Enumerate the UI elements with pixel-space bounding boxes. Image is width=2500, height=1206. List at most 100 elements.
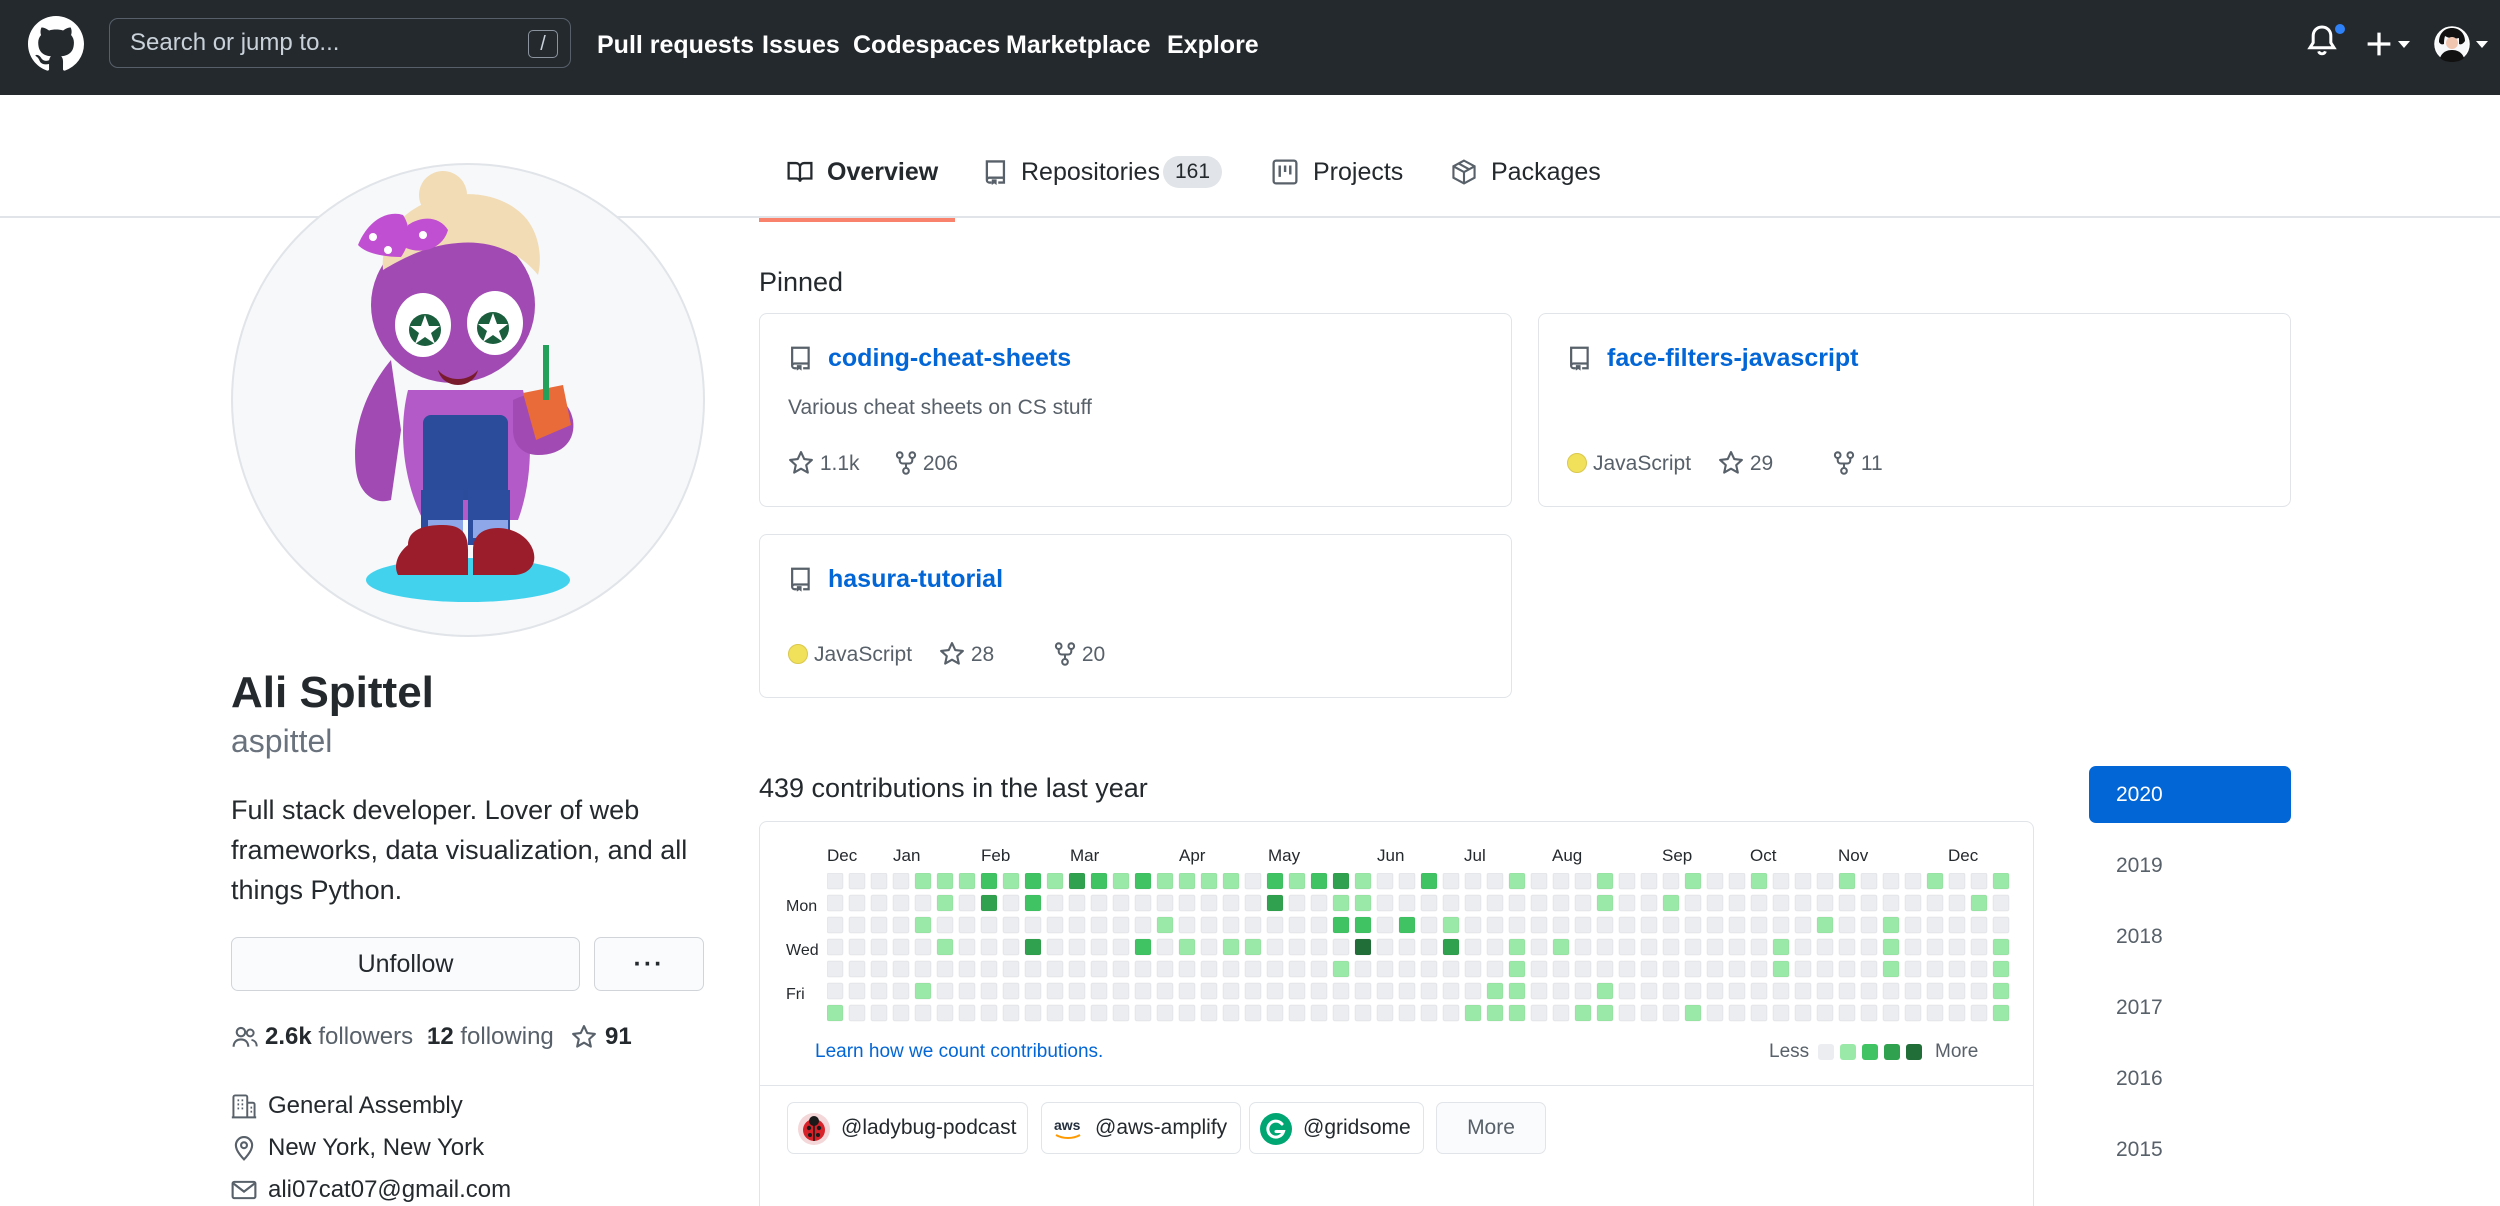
contribution-day-cell[interactable] [936, 960, 954, 978]
contribution-day-cell[interactable] [1288, 916, 1306, 934]
contribution-day-cell[interactable] [1068, 916, 1086, 934]
contribution-day-cell[interactable] [1618, 894, 1636, 912]
contribution-day-cell[interactable] [1552, 873, 1570, 890]
contribution-day-cell[interactable] [1574, 1004, 1592, 1022]
contribution-day-cell[interactable] [1794, 938, 1812, 956]
contribution-day-cell[interactable] [1728, 1004, 1746, 1022]
contribution-day-cell[interactable] [1926, 873, 1944, 890]
contribution-day-cell[interactable] [1046, 1004, 1064, 1022]
contribution-day-cell[interactable] [1200, 1004, 1218, 1022]
contribution-day-cell[interactable] [1200, 916, 1218, 934]
contribution-day-cell[interactable] [1552, 982, 1570, 1000]
contribution-day-cell[interactable] [1640, 873, 1658, 890]
contribution-day-cell[interactable] [848, 916, 866, 934]
contribution-day-cell[interactable] [1354, 960, 1372, 978]
contribution-day-cell[interactable] [1530, 982, 1548, 1000]
contribution-day-cell[interactable] [1354, 873, 1372, 890]
contribution-day-cell[interactable] [1200, 938, 1218, 956]
contribution-day-cell[interactable] [1948, 894, 1966, 912]
contribution-day-cell[interactable] [1178, 1004, 1196, 1022]
contribution-day-cell[interactable] [1068, 873, 1086, 890]
tab-projects[interactable]: Projects [1272, 152, 1403, 222]
contribution-day-cell[interactable] [1310, 1004, 1328, 1022]
contribution-day-cell[interactable] [1970, 916, 1988, 934]
contribution-day-cell[interactable] [1684, 938, 1702, 956]
contribution-day-cell[interactable] [1420, 982, 1438, 1000]
contribution-day-cell[interactable] [1970, 982, 1988, 1000]
contribution-day-cell[interactable] [1970, 894, 1988, 912]
contribution-day-cell[interactable] [936, 938, 954, 956]
contribution-day-cell[interactable] [1552, 916, 1570, 934]
contribution-day-cell[interactable] [1904, 873, 1922, 890]
contribution-day-cell[interactable] [1860, 960, 1878, 978]
contribution-day-cell[interactable] [1882, 1004, 1900, 1022]
contribution-day-cell[interactable] [980, 938, 998, 956]
contribution-day-cell[interactable] [1222, 960, 1240, 978]
contribution-day-cell[interactable] [958, 982, 976, 1000]
contribution-day-cell[interactable] [1816, 982, 1834, 1000]
nav-marketplace[interactable]: Marketplace [1006, 31, 1151, 59]
contribution-day-cell[interactable] [1288, 982, 1306, 1000]
contribution-day-cell[interactable] [1486, 894, 1504, 912]
contribution-day-cell[interactable] [1860, 982, 1878, 1000]
contribution-day-cell[interactable] [1046, 960, 1064, 978]
following-link[interactable]: 12 following [427, 1020, 554, 1054]
contribution-day-cell[interactable] [1904, 960, 1922, 978]
contribution-day-cell[interactable] [958, 894, 976, 912]
contribution-day-cell[interactable] [870, 873, 888, 890]
contribution-day-cell[interactable] [1508, 1004, 1526, 1022]
contribution-day-cell[interactable] [1112, 873, 1130, 890]
contribution-day-cell[interactable] [1728, 982, 1746, 1000]
contribution-day-cell[interactable] [1530, 894, 1548, 912]
contribution-day-cell[interactable] [1772, 1004, 1790, 1022]
contribution-day-cell[interactable] [1200, 982, 1218, 1000]
org-filter-aws-amplify[interactable]: aws @aws-amplify [1041, 1102, 1241, 1154]
contribution-day-cell[interactable] [1332, 916, 1350, 934]
contribution-day-cell[interactable] [1178, 916, 1196, 934]
contribution-day-cell[interactable] [1728, 960, 1746, 978]
contribution-day-cell[interactable] [1442, 894, 1460, 912]
contribution-day-cell[interactable] [827, 938, 844, 956]
contribution-day-cell[interactable] [1332, 1004, 1350, 1022]
contribution-day-cell[interactable] [1662, 894, 1680, 912]
contribution-day-cell[interactable] [980, 960, 998, 978]
contribution-day-cell[interactable] [892, 1004, 910, 1022]
contribution-day-cell[interactable] [1244, 873, 1262, 890]
contribution-day-cell[interactable] [1662, 916, 1680, 934]
contribution-day-cell[interactable] [1816, 873, 1834, 890]
contribution-day-cell[interactable] [914, 982, 932, 1000]
contribution-day-cell[interactable] [1002, 894, 1020, 912]
more-orgs-button[interactable]: More [1436, 1102, 1546, 1154]
contribution-day-cell[interactable] [1486, 982, 1504, 1000]
contribution-day-cell[interactable] [1420, 894, 1438, 912]
contribution-day-cell[interactable] [1464, 938, 1482, 956]
contribution-day-cell[interactable] [1332, 982, 1350, 1000]
contribution-day-cell[interactable] [1728, 894, 1746, 912]
contribution-day-cell[interactable] [1222, 1004, 1240, 1022]
year-selector-2020[interactable]: 2020 [2089, 766, 2291, 823]
contribution-day-cell[interactable] [1288, 938, 1306, 956]
contribution-day-cell[interactable] [1156, 938, 1174, 956]
nav-codespaces[interactable]: Codespaces [853, 31, 1001, 59]
contribution-day-cell[interactable] [848, 873, 866, 890]
contribution-day-cell[interactable] [1860, 1004, 1878, 1022]
contribution-day-cell[interactable] [1838, 982, 1856, 1000]
contribution-day-cell[interactable] [1178, 894, 1196, 912]
contribution-day-cell[interactable] [848, 1004, 866, 1022]
contribution-day-cell[interactable] [1310, 938, 1328, 956]
repo-forks-link[interactable]: 11 [1833, 448, 1883, 480]
contribution-day-cell[interactable] [1090, 982, 1108, 1000]
repo-stars-link[interactable]: 28 [939, 639, 994, 671]
contribution-day-cell[interactable] [1684, 1004, 1702, 1022]
contribution-day-cell[interactable] [1662, 1004, 1680, 1022]
contribution-day-cell[interactable] [1662, 873, 1680, 890]
contribution-day-cell[interactable] [827, 894, 844, 912]
contribution-day-cell[interactable] [1266, 916, 1284, 934]
contribution-day-cell[interactable] [936, 916, 954, 934]
contribution-day-cell[interactable] [1838, 960, 1856, 978]
contribution-day-cell[interactable] [1904, 1004, 1922, 1022]
contribution-day-cell[interactable] [1992, 982, 2010, 1000]
contribution-day-cell[interactable] [1574, 894, 1592, 912]
email-link[interactable]: ali07cat07@gmail.com [268, 1176, 512, 1203]
contribution-day-cell[interactable] [1112, 894, 1130, 912]
